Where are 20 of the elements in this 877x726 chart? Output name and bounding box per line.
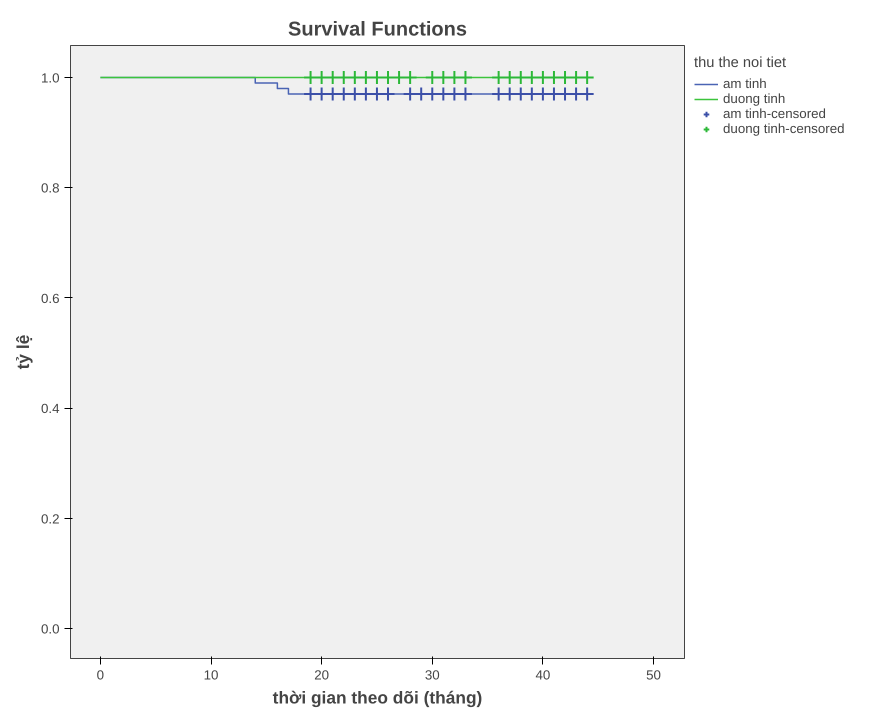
y-axis-title: tỷ lệ bbox=[12, 334, 33, 370]
y-tick-label: 0.2 bbox=[40, 511, 60, 526]
y-tick-label: 0.4 bbox=[40, 401, 60, 416]
x-tick-label: 50 bbox=[646, 668, 661, 682]
x-tick-label: 0 bbox=[96, 668, 104, 682]
x-tick-label: 20 bbox=[314, 668, 330, 682]
x-axis-title: thời gian theo dõi (tháng) bbox=[272, 688, 482, 708]
legend-label: duong tinh bbox=[723, 91, 786, 106]
y-tick-label: 0.8 bbox=[40, 180, 60, 196]
y-tick-label: 1.0 bbox=[40, 70, 60, 86]
x-tick-label: 40 bbox=[535, 668, 550, 682]
x-tick-label: 30 bbox=[424, 668, 440, 682]
chart-title: Survival Functions bbox=[288, 18, 467, 40]
legend-label: am tinh-censored bbox=[723, 106, 826, 121]
legend-title: thu the noi tiet bbox=[694, 55, 788, 71]
x-tick-label: 10 bbox=[204, 668, 218, 682]
legend-label: am tinh bbox=[723, 76, 767, 91]
y-tick-label: 0.0 bbox=[40, 622, 60, 637]
legend-label: duong tinh-censored bbox=[723, 121, 845, 136]
y-tick-label: 0.6 bbox=[40, 290, 60, 306]
